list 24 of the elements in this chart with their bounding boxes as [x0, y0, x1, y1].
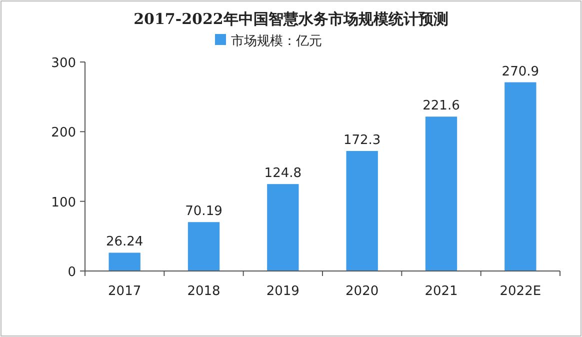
chart-title: 2017-2022年中国智慧水务市场规模统计预测	[134, 10, 448, 28]
bar	[108, 252, 140, 271]
y-tick-label: 100	[51, 195, 76, 210]
data-label: 270.9	[502, 64, 540, 80]
x-tick-label: 2021	[424, 284, 458, 299]
data-label: 124.8	[264, 166, 302, 182]
data-label: 221.6	[422, 98, 460, 114]
bar	[188, 222, 220, 271]
bar	[504, 82, 536, 271]
legend-label: 市场规模：亿元	[231, 34, 322, 49]
y-tick-label: 300	[51, 56, 76, 71]
x-tick-label: 2019	[266, 284, 300, 299]
data-label: 70.19	[185, 204, 222, 220]
y-tick-label: 0	[68, 265, 76, 280]
x-tick-label: 2017	[108, 284, 142, 299]
bar	[425, 116, 458, 271]
data-label: 26.24	[106, 234, 144, 250]
x-tick-label: 2018	[187, 284, 220, 299]
x-tick-label: 2022E	[500, 284, 542, 299]
x-tick-label: 2020	[346, 284, 379, 299]
data-label: 172.3	[343, 132, 381, 148]
y-tick-label: 200	[51, 126, 76, 141]
bar	[267, 184, 299, 271]
bar	[346, 150, 378, 271]
